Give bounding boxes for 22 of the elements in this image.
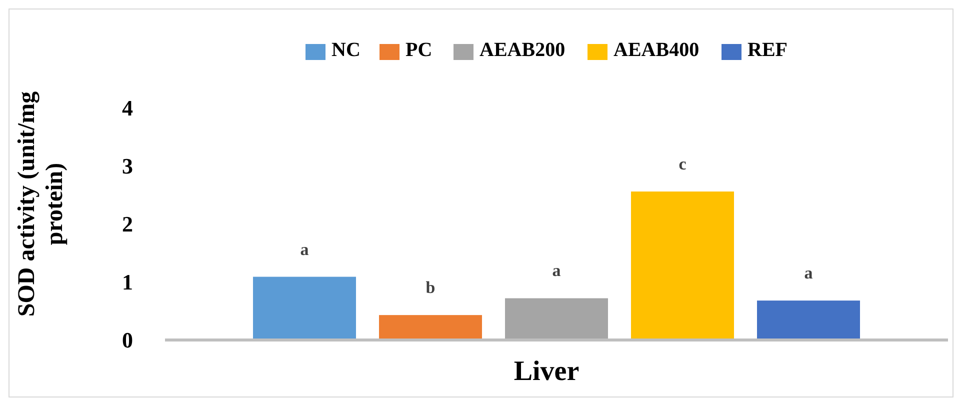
bar <box>505 298 608 340</box>
y-tick-label: 2 <box>122 212 133 237</box>
y-axis-title: SOD activity (unit/mg protein) <box>14 91 68 317</box>
y-tick-label: 1 <box>122 270 133 295</box>
legend-label: AEAB400 <box>614 39 700 61</box>
annotation: a <box>552 261 562 280</box>
y-tick-label: 3 <box>122 154 133 179</box>
legend-label: PC <box>406 39 432 61</box>
bar <box>631 192 734 340</box>
annotation: a <box>300 240 310 259</box>
y-tick-label: 0 <box>122 328 133 353</box>
legend-label: AEAB200 <box>480 39 566 61</box>
legend-label: NC <box>332 39 360 61</box>
annotation: c <box>678 154 687 174</box>
annotation: b <box>426 278 436 298</box>
x-tick-label: Liver <box>514 356 580 387</box>
annotation: a <box>804 264 814 283</box>
y-tick-label: 4 <box>122 96 133 121</box>
bar <box>253 276 356 340</box>
bar <box>379 315 482 340</box>
bar <box>757 300 860 340</box>
legend-label: REF <box>748 39 788 61</box>
